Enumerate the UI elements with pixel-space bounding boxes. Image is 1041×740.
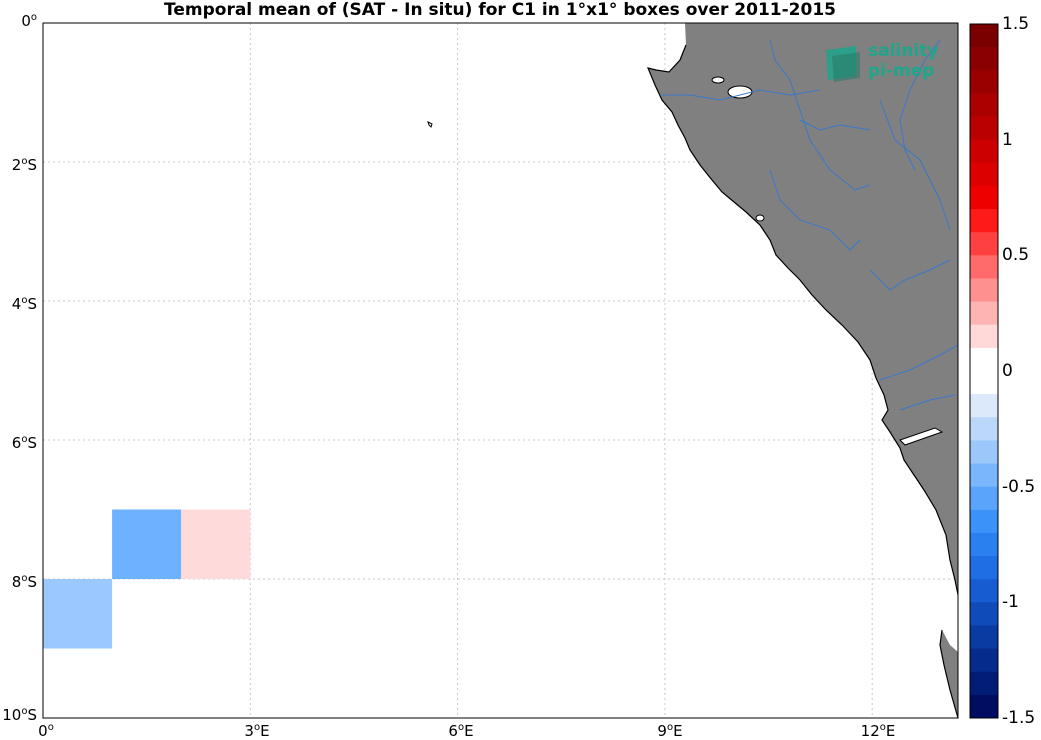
- coastline: [646, 44, 958, 718]
- lat-tick-label-degree: o: [21, 295, 28, 306]
- colorbar-segment: [970, 93, 998, 118]
- lon-tick-label-degree: o: [666, 722, 674, 733]
- colorbar: [969, 23, 999, 719]
- lat-tick-label: 8oS: [12, 571, 37, 590]
- lat-tick-label-value: 4: [11, 295, 22, 313]
- lon-tick-label-degree: o: [457, 722, 465, 733]
- colorbar-segment: [970, 185, 998, 210]
- lat-tick-label: 4oS: [12, 293, 37, 312]
- lat-tick-label-degree: o: [21, 434, 28, 445]
- colorbar-tick-label: 1: [1002, 129, 1013, 150]
- lat-tick-label-value: 10: [2, 706, 22, 724]
- lon-tick-label-value: 3: [244, 722, 254, 740]
- land-mass: [648, 23, 958, 718]
- colorbar-segment: [970, 278, 998, 303]
- data-boxes: [43, 509, 251, 649]
- lon-tick-label-value: 0: [38, 722, 48, 740]
- logo-text-bottom: pi-mep: [868, 61, 935, 81]
- logo-text-top: salinity: [868, 41, 939, 61]
- colorbar-tick-label: 0: [1002, 361, 1013, 381]
- lon-tick-label-value: 6: [448, 722, 458, 740]
- lat-tick-label-value: 6: [11, 434, 22, 452]
- data-box: [112, 509, 182, 579]
- lat-tick-label-hemisphere: S: [27, 434, 37, 452]
- lat-tick-label-hemisphere: S: [27, 295, 37, 313]
- lat-tick-label-value: 8: [11, 573, 22, 591]
- lon-tick-label-hemisphere: E: [260, 722, 270, 740]
- lon-tick-label: 12oE: [861, 720, 896, 739]
- colorbar-segment: [970, 417, 998, 441]
- lon-tick-label-hemisphere: E: [673, 722, 683, 740]
- rivers: [660, 39, 958, 411]
- lon-tick-label-degree: o: [47, 722, 54, 733]
- lat-tick-label: 10oS: [2, 704, 37, 723]
- lon-tick-label-degree: o: [253, 722, 261, 733]
- colorbar-segment: [970, 162, 998, 187]
- data-box: [181, 509, 251, 579]
- colorbar-segment: [970, 532, 998, 557]
- lat-tick-label-degree: o: [21, 156, 28, 167]
- lat-tick-label: 6oS: [12, 432, 37, 451]
- lon-tick-label-hemisphere: E: [464, 722, 474, 740]
- colorbar-segment: [970, 70, 998, 94]
- colorbar-tick-label: 0.5: [1002, 245, 1030, 266]
- lon-tick-label: 9oE: [657, 720, 682, 739]
- colorbar-segment: [970, 139, 998, 164]
- lon-tick-label-value: 9: [657, 722, 667, 740]
- colorbar-segment: [970, 556, 998, 580]
- colorbar-segment: [970, 47, 998, 71]
- colorbar-tick-label: -1: [1002, 592, 1019, 613]
- lon-tick-label: 0o: [38, 720, 54, 739]
- colorbar-tick-label: 1.5: [1002, 14, 1030, 34]
- colorbar-segment: [970, 347, 998, 372]
- salinity-pimep-logo: salinity pi-mep: [822, 40, 952, 90]
- lon-tick-label: 6oE: [448, 720, 473, 739]
- colorbar-segment: [970, 602, 998, 626]
- lat-tick-label-hemisphere: S: [27, 706, 37, 724]
- colorbar-segment: [970, 463, 998, 488]
- plot-frame: [42, 22, 959, 719]
- logo-icon: [826, 46, 860, 82]
- colorbar-segment: [970, 625, 998, 650]
- colorbar-segment: [970, 371, 998, 395]
- lon-tick-label-degree: o: [879, 722, 886, 733]
- colorbar-segment: [970, 301, 998, 326]
- colorbar-segment: [970, 694, 998, 719]
- lon-tick-label-value: 12: [860, 722, 880, 740]
- islands: [427, 76, 944, 446]
- colorbar-tick-label: -1.5: [1002, 708, 1036, 728]
- colorbar-segment: [970, 209, 998, 233]
- lon-tick-label: 3oE: [244, 720, 269, 739]
- lon-tick-label-hemisphere: E: [885, 722, 896, 740]
- colorbar-segment: [970, 255, 998, 279]
- lat-tick-label-value: 2: [11, 156, 22, 174]
- lat-tick-label-degree: o: [21, 706, 28, 717]
- lat-tick-label: 0o: [21, 10, 37, 29]
- lat-tick-label-hemisphere: S: [27, 156, 37, 174]
- lat-tick-label-value: 0: [21, 12, 31, 30]
- colorbar-segment: [970, 671, 998, 696]
- map-title: Temporal mean of (SAT - In situ) for C1 …: [164, 0, 836, 20]
- colorbar-tick-label: -0.5: [1002, 476, 1036, 497]
- colorbar-segment: [970, 486, 998, 511]
- colorbar-segment: [970, 394, 998, 418]
- lat-tick-label-degree: o: [30, 12, 37, 23]
- lat-tick-label: 2oS: [12, 154, 37, 173]
- colorbar-segment: [970, 324, 998, 349]
- colorbar-segment: [970, 232, 998, 256]
- colorbar-segment: [970, 116, 998, 141]
- data-box: [43, 579, 113, 649]
- lat-tick-label-hemisphere: S: [27, 573, 37, 591]
- colorbar-segment: [970, 509, 998, 534]
- colorbar-segment: [970, 24, 998, 48]
- colorbar-segment: [970, 440, 998, 465]
- colorbar-frame: [969, 23, 999, 719]
- lat-tick-label-degree: o: [21, 573, 28, 584]
- colorbar-segment: [970, 648, 998, 673]
- colorbar-segment: [970, 579, 998, 603]
